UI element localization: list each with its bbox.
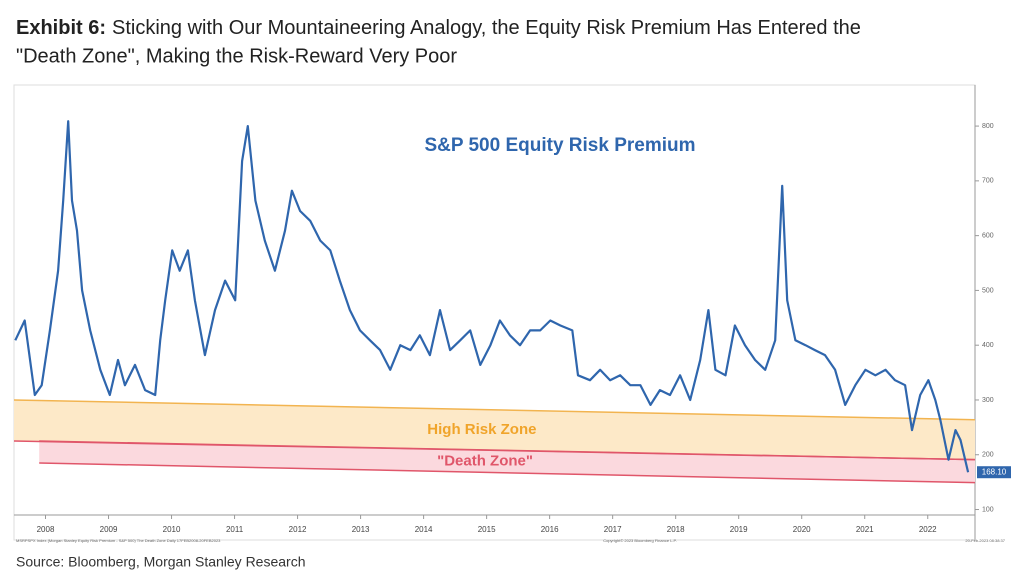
x-tick-label: 2015 [478, 525, 496, 534]
title-text: Sticking with Our Mountaineering Analogy… [112, 17, 861, 39]
series-line [14, 120, 970, 473]
zone-label: High Risk Zone [427, 421, 536, 438]
x-tick-label: 2022 [919, 525, 937, 534]
end-label: 168.10 [982, 467, 1007, 476]
x-tick-label: 2017 [604, 525, 622, 534]
footer-center: Copyright© 2023 Bloomberg Finance L.P. [603, 538, 677, 543]
footer-right: 20-Feb-2023 08:38:37 [965, 538, 1005, 543]
zone-upper-line [39, 440, 976, 461]
chart-title-line2: "Death Zone", Making the Risk-Reward Ver… [16, 45, 457, 67]
y-tick-label: 500 [982, 287, 994, 294]
zone-label: "Death Zone" [437, 453, 533, 470]
x-tick-label: 2012 [289, 525, 307, 534]
zone-upper-line [13, 399, 976, 421]
x-tick-label: 2016 [541, 525, 559, 534]
x-tick-label: 2021 [856, 525, 874, 534]
y-tick-label: 700 [982, 178, 994, 185]
x-tick-label: 2009 [100, 525, 118, 534]
chart-annotation: S&P 500 Equity Risk Premium [424, 135, 695, 156]
x-tick-label: 2008 [37, 525, 55, 534]
x-tick-label: 2018 [667, 525, 685, 534]
x-tick-label: 2013 [352, 525, 370, 534]
y-tick-label: 400 [982, 342, 994, 349]
x-tick-label: 2011 [226, 525, 244, 534]
end-label-box [977, 466, 1011, 479]
zone-lower-line [39, 462, 976, 484]
x-tick-label: 2010 [163, 525, 181, 534]
x-tick-label: 2020 [793, 525, 811, 534]
y-tick-label: 100 [982, 506, 994, 513]
title-prefix: Exhibit 6: [16, 17, 106, 39]
y-tick-label: 200 [982, 452, 994, 459]
source: Source: Bloomberg, Morgan Stanley Resear… [16, 554, 305, 570]
y-tick-label: 300 [982, 397, 994, 404]
x-tick-label: 2014 [415, 525, 433, 534]
x-tick-label: 2019 [730, 525, 748, 534]
y-tick-label: 600 [982, 232, 994, 239]
footer-left: MSRPSPX Index (Morgan Stanley Equity Ris… [16, 538, 221, 543]
zone-band [39, 441, 976, 483]
y-tick-label: 800 [982, 123, 994, 130]
chart-title: Exhibit 6: Sticking with Our Mountaineeri… [16, 17, 861, 39]
